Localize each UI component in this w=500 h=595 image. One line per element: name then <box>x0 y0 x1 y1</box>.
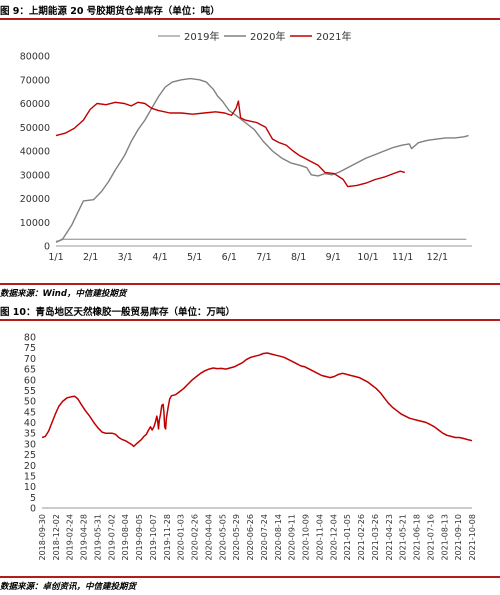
figure9-bottom-rule <box>0 283 500 285</box>
x-tick-label: 2021-03-26 <box>371 514 380 561</box>
x-tick-label: 2019-04-28 <box>80 514 89 561</box>
y-tick-label: 60 <box>24 375 36 386</box>
x-tick-label: 2019-05-31 <box>94 514 103 561</box>
x-tick-label: 2021-08-13 <box>440 514 449 561</box>
x-tick-label: 5/1 <box>187 252 202 263</box>
series-line-2 <box>55 100 405 188</box>
x-tick-label: 2020-05-05 <box>218 514 227 561</box>
x-tick-label: 8/1 <box>291 252 306 263</box>
y-tick-label: 80 <box>24 333 36 344</box>
x-tick-label: 2020-01-03 <box>177 514 186 561</box>
x-tick-label: 6/1 <box>222 252 237 263</box>
x-tick-label: 2020-08-14 <box>274 514 283 561</box>
y-tick-label: 60000 <box>20 99 50 110</box>
x-tick-label: 2019-02-24 <box>66 514 75 561</box>
legend-label-2019: 2019年 <box>184 30 219 43</box>
y-tick-label: 15 <box>24 471 36 482</box>
series-line-0 <box>55 238 467 242</box>
x-tick-label: 2020-04-04 <box>205 514 214 561</box>
x-tick-label: 2021-07-16 <box>426 514 435 561</box>
figure10-bottom-rule <box>0 576 500 578</box>
x-tick-label: 2019-09-05 <box>135 514 144 561</box>
y-tick-label: 40000 <box>20 147 50 158</box>
y-tick-label: 0 <box>30 504 36 515</box>
x-tick-label: 12/1 <box>427 252 448 263</box>
x-tick-label: 10/1 <box>357 252 378 263</box>
figure9-line-chart: 2019年 2020年 2021年 0 10000 20000 30000 40000 5… <box>20 30 472 263</box>
x-tick-label: 2021-10-08 <box>468 514 477 561</box>
x-tick-label: 4/1 <box>152 252 167 263</box>
x-tick-label: 2020-07-24 <box>260 514 269 561</box>
y-tick-label: 50 <box>24 397 36 408</box>
x-tick-label: 7/1 <box>256 252 271 263</box>
y-tick-label: 10 <box>24 482 36 493</box>
x-tick-label: 2021-09-10 <box>454 514 463 561</box>
y-tick-label: 65 <box>24 365 36 376</box>
x-tick-label: 2020-06-26 <box>246 514 255 561</box>
series-line-1 <box>55 77 469 244</box>
legend-label-2020: 2020年 <box>250 30 285 43</box>
x-tick-label: 2018-09-30 <box>38 514 47 561</box>
y-tick-label: 0 <box>44 242 50 253</box>
x-tick-label: 2/1 <box>83 252 98 263</box>
figure10-caption-rule <box>0 319 500 321</box>
y-tick-label: 75 <box>24 343 36 354</box>
figure10-caption: 图 10：青岛地区天然橡胶一般贸易库存（单位：万吨） <box>0 307 236 318</box>
x-tick-label: 2021-02-26 <box>357 514 366 561</box>
x-tick-label: 1/1 <box>48 252 63 263</box>
y-tick-label: 40 <box>24 418 36 429</box>
legend-label-2021: 2021年 <box>316 30 351 43</box>
y-tick-label: 45 <box>24 407 36 418</box>
x-tick-label: 2019-11-28 <box>163 514 172 561</box>
y-tick-label: 25 <box>24 450 36 461</box>
x-tick-label: 3/1 <box>118 252 133 263</box>
x-tick-label: 9/1 <box>326 252 341 263</box>
y-tick-label: 70000 <box>20 75 50 86</box>
x-tick-label: 2020-12-04 <box>329 514 338 561</box>
y-tick-label: 10000 <box>20 218 50 229</box>
y-tick-label: 20 <box>24 461 36 472</box>
x-tick-label: 11/1 <box>392 252 413 263</box>
y-tick-label: 80000 <box>20 52 50 63</box>
x-tick-label: 2021-05-21 <box>399 514 408 561</box>
y-tick-label: 55 <box>24 386 36 397</box>
figure9-caption: 图 9：上期能源 20 号胶期货仓单库存（单位：吨） <box>0 6 220 17</box>
y-tick-label: 50000 <box>20 123 50 134</box>
y-tick-label: 5 <box>30 493 36 504</box>
x-tick-label: 2018-12-02 <box>52 514 61 561</box>
x-tick-label: 2019-07-02 <box>107 514 116 561</box>
series-line-0 <box>41 352 473 448</box>
x-tick-label: 2019-10-07 <box>149 514 158 561</box>
y-tick-label: 35 <box>24 429 36 440</box>
x-tick-label: 2019-08-04 <box>121 514 130 561</box>
x-tick-label: 2021-04-23 <box>385 514 394 561</box>
x-tick-label: 2020-05-29 <box>232 514 241 561</box>
y-tick-label: 20000 <box>20 194 50 205</box>
x-tick-label: 2020-02-26 <box>191 514 200 561</box>
figure9-caption-rule <box>0 18 500 20</box>
y-tick-label: 30 <box>24 439 36 450</box>
figure10-source: 数据来源：卓创资讯，中信建投期货 <box>0 582 137 592</box>
y-tick-label: 70 <box>24 354 36 365</box>
x-tick-label: 2020-09-11 <box>288 514 297 561</box>
figure9-source: 数据来源：Wind，中信建投期货 <box>0 289 127 299</box>
x-tick-label: 2021-06-18 <box>413 514 422 561</box>
y-tick-label: 30000 <box>20 170 50 181</box>
figure9-legend: 2019年 2020年 2021年 <box>158 30 351 43</box>
x-tick-label: 2020-11-04 <box>315 514 324 561</box>
x-tick-label: 2021-01-05 <box>343 514 352 561</box>
x-tick-label: 2020-10-09 <box>302 514 311 561</box>
